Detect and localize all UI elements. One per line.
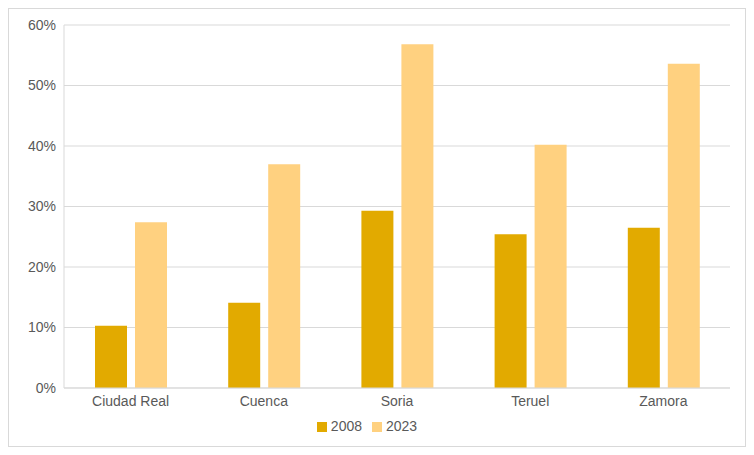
svg-text:40%: 40% bbox=[28, 138, 56, 154]
svg-text:Zamora: Zamora bbox=[639, 393, 687, 409]
svg-text:Cuenca: Cuenca bbox=[240, 393, 288, 409]
svg-text:Soria: Soria bbox=[381, 393, 414, 409]
svg-text:10%: 10% bbox=[28, 319, 56, 335]
html-text:2023: 2023 bbox=[386, 418, 418, 434]
svg-text:60%: 60% bbox=[28, 17, 56, 33]
svg-text:50%: 50% bbox=[28, 77, 56, 93]
html-text:2008: 2008 bbox=[330, 418, 362, 434]
svg-text:20%: 20% bbox=[28, 259, 56, 275]
svg-text:30%: 30% bbox=[28, 198, 56, 214]
svg-text:0%: 0% bbox=[36, 380, 56, 396]
svg-text:Teruel: Teruel bbox=[511, 393, 549, 409]
svg-text:Ciudad Real: Ciudad Real bbox=[92, 393, 169, 409]
